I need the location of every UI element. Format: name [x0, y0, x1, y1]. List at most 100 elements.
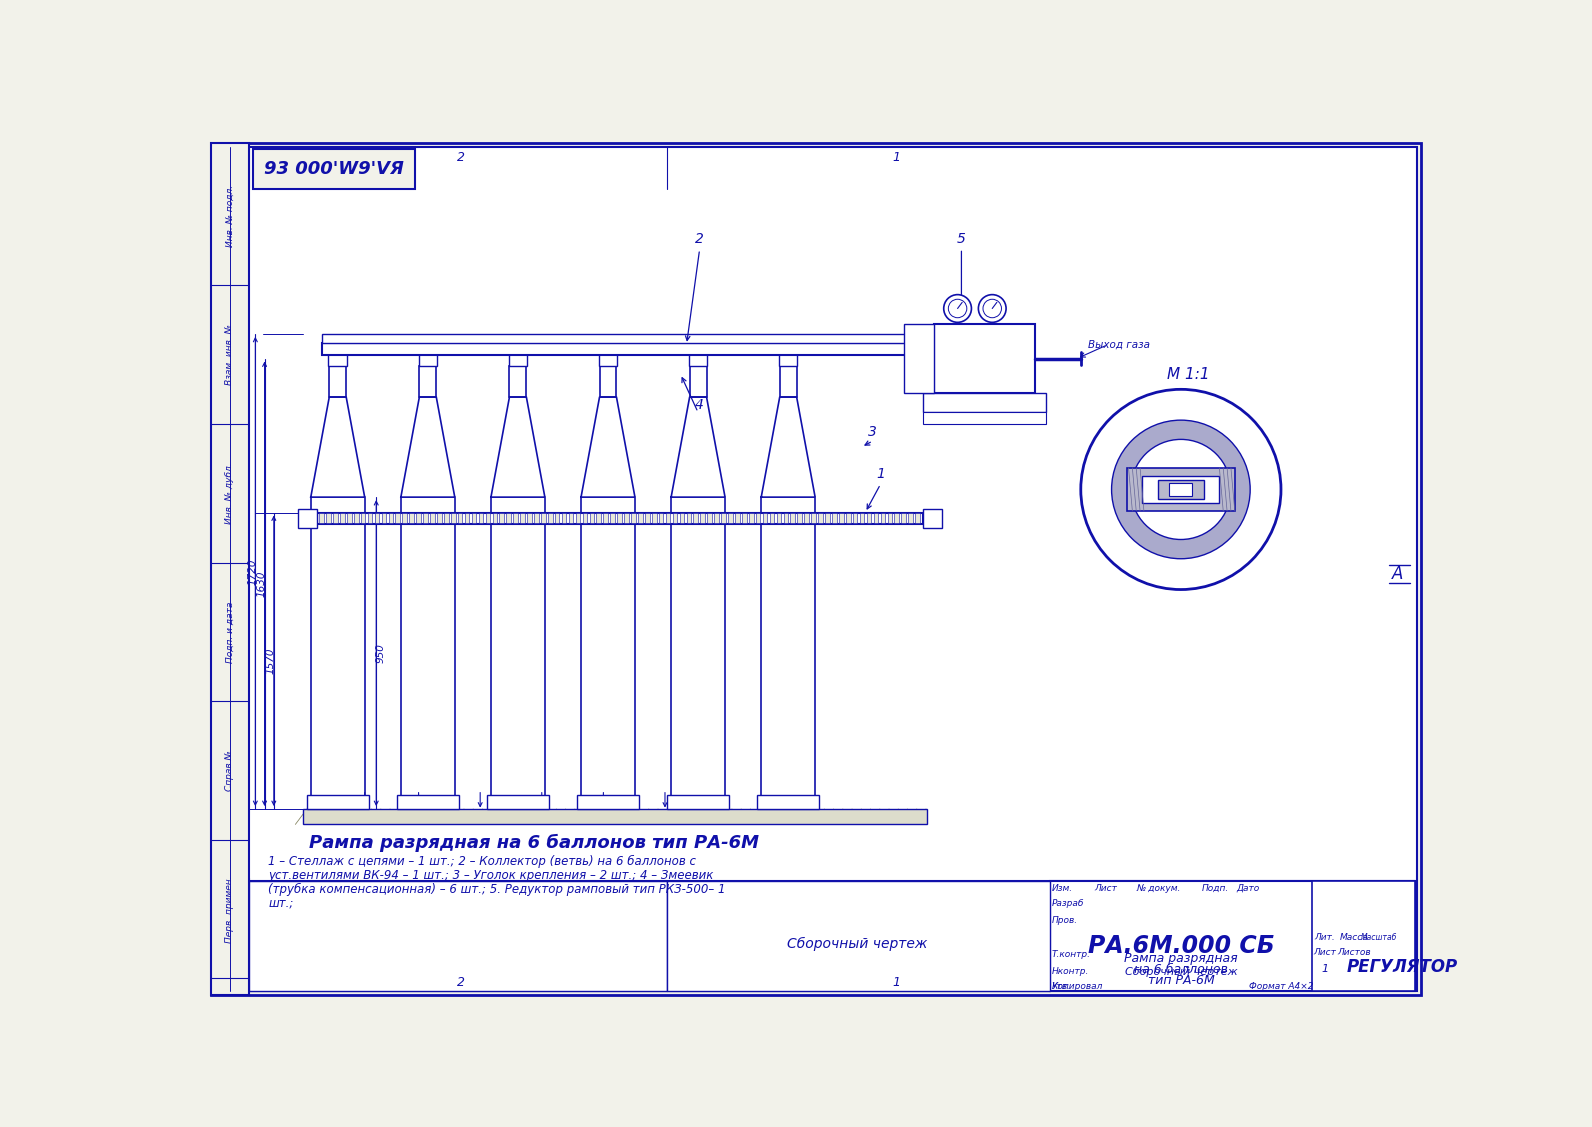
Text: Масштаб: Масштаб	[1361, 933, 1396, 942]
Text: Сборочный чертеж: Сборочный чертеж	[788, 937, 928, 951]
Bar	[845, 513, 850, 523]
Text: 2: 2	[457, 151, 465, 163]
Text: Т.контр.: Т.контр.	[1052, 950, 1091, 959]
Bar	[909, 513, 912, 523]
Text: 5: 5	[957, 232, 966, 246]
Bar	[758, 796, 818, 809]
Bar	[1127, 468, 1235, 511]
Bar	[253, 149, 416, 189]
Bar	[599, 350, 618, 366]
Bar	[694, 513, 697, 523]
Text: 1630: 1630	[256, 570, 266, 597]
Bar	[777, 513, 782, 523]
Bar	[250, 880, 667, 992]
Bar	[576, 513, 579, 523]
Text: 950: 950	[376, 644, 385, 663]
Bar	[298, 508, 317, 527]
Bar	[506, 513, 511, 523]
Bar	[347, 513, 352, 523]
Bar	[492, 513, 497, 523]
Bar	[458, 513, 462, 523]
Bar	[409, 513, 414, 523]
Bar	[361, 513, 366, 523]
Bar	[403, 513, 408, 523]
Text: Лист: Лист	[1313, 948, 1336, 957]
Bar	[915, 513, 920, 523]
Bar	[923, 412, 1046, 424]
Bar	[748, 513, 753, 523]
Bar	[665, 513, 670, 523]
Bar	[568, 513, 573, 523]
Bar	[785, 350, 791, 355]
Bar	[514, 350, 521, 355]
Bar	[605, 350, 611, 355]
Bar	[422, 345, 433, 350]
Text: Изм.: Изм.	[1052, 884, 1073, 893]
Bar	[804, 513, 809, 523]
Bar	[307, 796, 368, 809]
Bar	[562, 513, 567, 523]
Bar	[210, 143, 250, 995]
Bar	[880, 513, 885, 523]
Bar	[521, 513, 525, 523]
Bar	[659, 513, 664, 523]
Bar	[825, 513, 829, 523]
Bar	[638, 513, 643, 523]
Text: Сборочный чертеж: Сборочный чертеж	[1124, 967, 1237, 977]
Bar	[486, 513, 490, 523]
Bar	[736, 513, 740, 523]
Bar	[548, 513, 552, 523]
Bar	[500, 513, 505, 523]
Text: 1: 1	[876, 467, 885, 481]
Bar	[624, 513, 629, 523]
Bar	[513, 513, 517, 523]
Text: Разраб: Разраб	[1052, 899, 1084, 908]
Text: уст.вентилями ВК-94 – 1 шт.; 3 – Уголок крепления – 2 шт.; 4 – Змеевик: уст.вентилями ВК-94 – 1 шт.; 3 – Уголок …	[269, 869, 713, 882]
Bar	[923, 393, 1046, 412]
Bar	[401, 497, 455, 809]
Bar	[388, 513, 393, 523]
Bar	[763, 513, 767, 523]
Bar	[396, 796, 458, 809]
Text: на 6 баллонов: на 6 баллонов	[1134, 962, 1227, 976]
Bar	[769, 513, 774, 523]
Text: 1 – Стеллаж с цепями – 1 шт.; 2 – Коллектор (ветвь) на 6 баллонов с: 1 – Стеллаж с цепями – 1 шт.; 2 – Коллек…	[269, 855, 696, 868]
Polygon shape	[761, 397, 815, 497]
Bar	[645, 513, 650, 523]
Bar	[416, 513, 420, 523]
Bar	[673, 513, 677, 523]
Bar	[887, 513, 892, 523]
Text: Справ №: Справ №	[226, 751, 234, 791]
Bar	[487, 796, 549, 809]
Bar	[334, 350, 341, 355]
Text: шт.;: шт.;	[269, 897, 295, 909]
Bar	[853, 513, 858, 523]
Text: № докум.: № докум.	[1137, 884, 1181, 893]
Bar	[490, 497, 544, 809]
Bar	[700, 513, 705, 523]
Bar	[465, 513, 470, 523]
Text: Рампа разрядная: Рампа разрядная	[1124, 952, 1237, 965]
Text: 2: 2	[457, 976, 465, 990]
Bar	[1312, 880, 1415, 992]
Bar	[672, 497, 724, 809]
Text: Листов: Листов	[1337, 948, 1371, 957]
Bar	[527, 513, 532, 523]
Bar	[756, 513, 761, 523]
Bar	[812, 513, 815, 523]
Text: 93 000'W9'VЯ: 93 000'W9'VЯ	[264, 160, 404, 178]
Bar	[578, 796, 638, 809]
Text: Нконтр.: Нконтр.	[1052, 967, 1089, 976]
Circle shape	[1111, 420, 1250, 559]
Text: М 1:1: М 1:1	[1167, 366, 1210, 382]
Text: Выход газа: Выход газа	[1089, 339, 1151, 349]
Bar	[610, 513, 615, 523]
Text: РА.6М.000 СБ: РА.6М.000 СБ	[1087, 934, 1274, 958]
Bar	[860, 513, 864, 523]
Bar	[935, 323, 1035, 393]
Bar	[302, 809, 927, 824]
Bar	[333, 513, 338, 523]
Text: 3: 3	[869, 425, 877, 438]
Bar	[597, 513, 602, 523]
Bar	[395, 513, 400, 523]
